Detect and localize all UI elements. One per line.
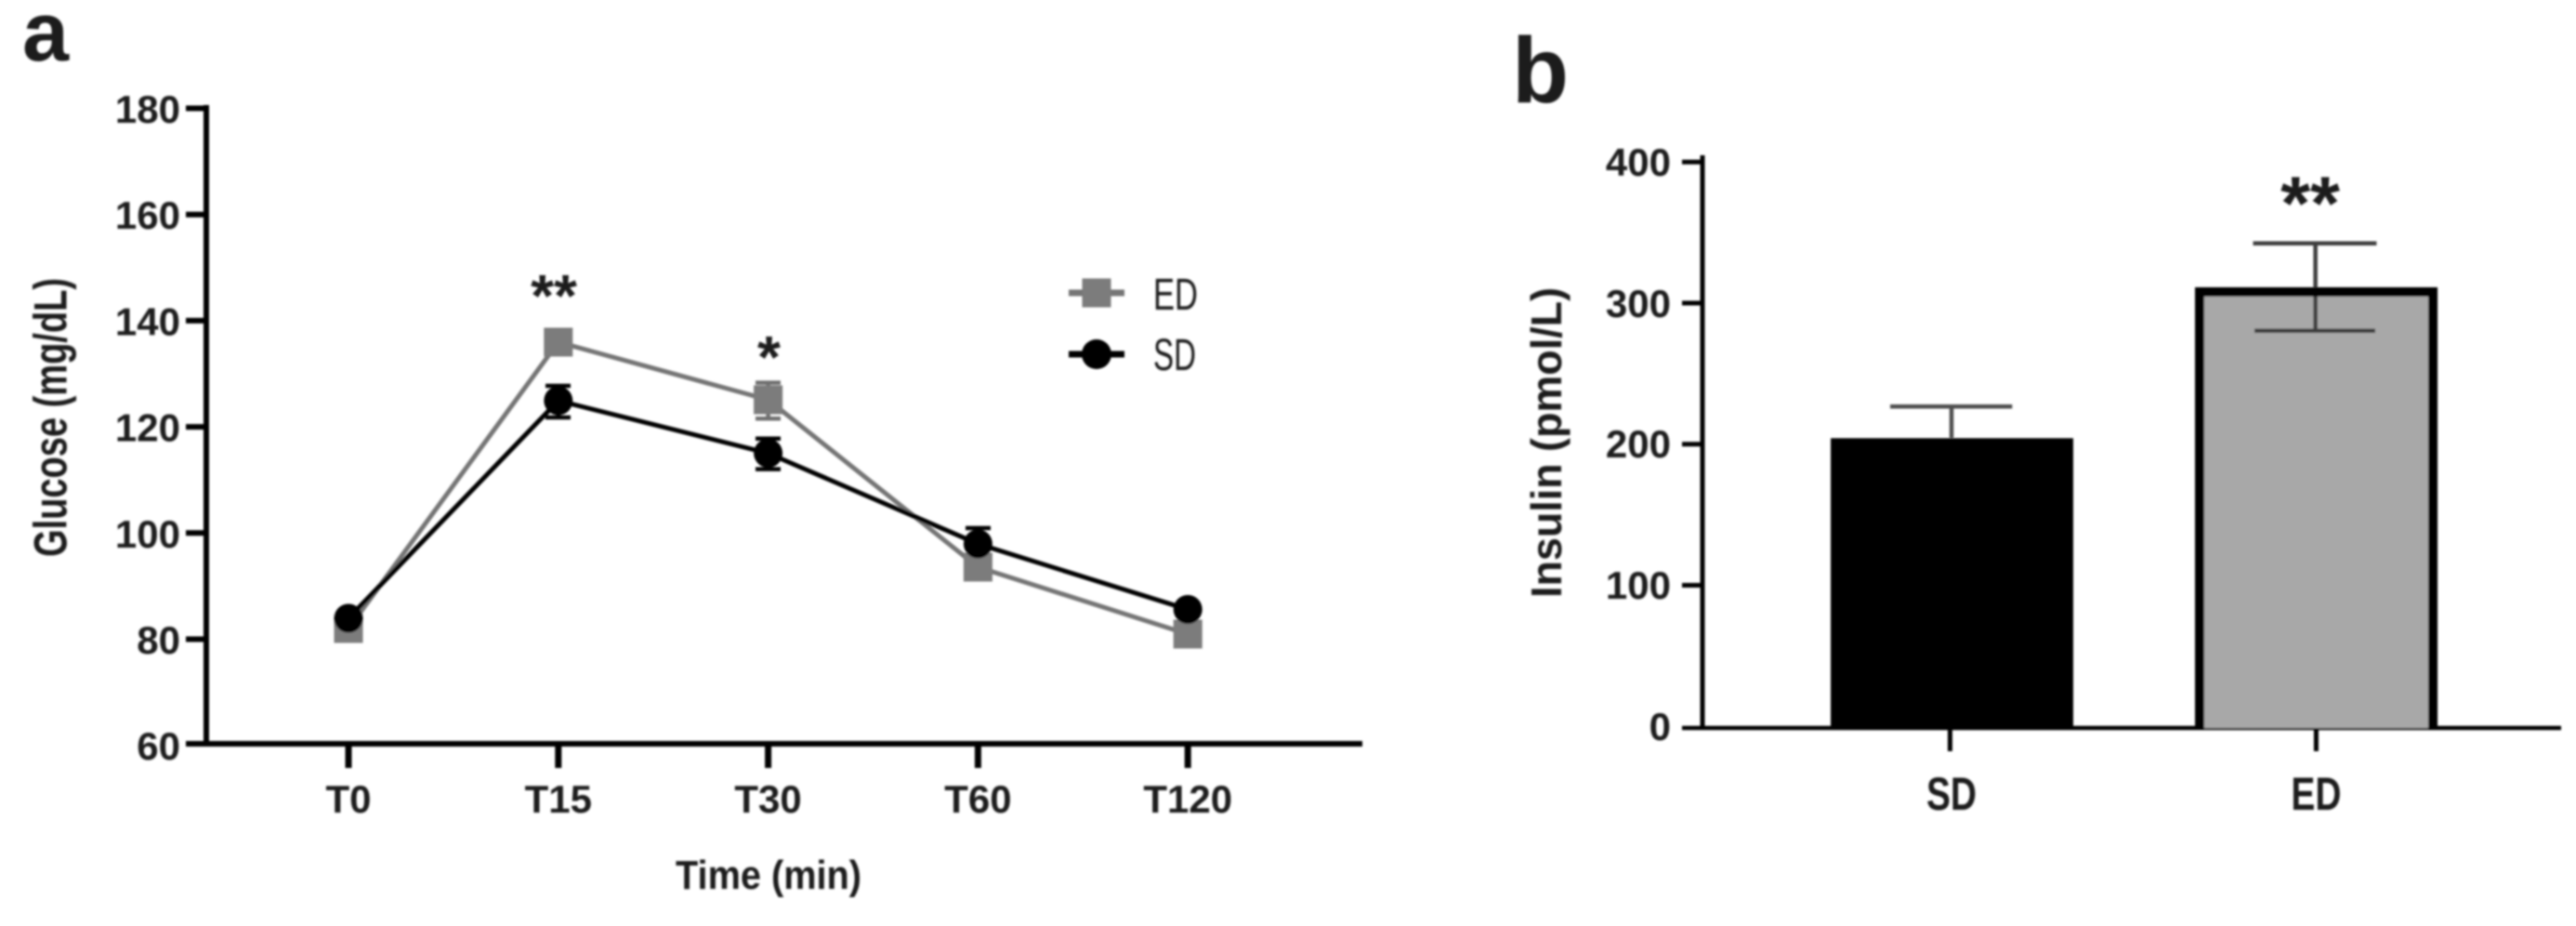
svg-text:*: * bbox=[757, 324, 781, 390]
svg-text:80: 80 bbox=[137, 618, 180, 662]
svg-text:ED: ED bbox=[2291, 768, 2341, 820]
svg-text:T15: T15 bbox=[525, 777, 592, 821]
svg-text:300: 300 bbox=[1606, 282, 1671, 325]
svg-text:200: 200 bbox=[1606, 422, 1671, 466]
svg-text:**: ** bbox=[2280, 162, 2340, 246]
svg-text:SD: SD bbox=[1926, 768, 1977, 820]
svg-text:ED: ED bbox=[1153, 271, 1198, 320]
svg-text:160: 160 bbox=[115, 193, 180, 237]
svg-text:180: 180 bbox=[115, 87, 180, 131]
svg-text:100: 100 bbox=[1606, 563, 1671, 607]
svg-text:b: b bbox=[1512, 19, 1569, 123]
svg-text:Time (min): Time (min) bbox=[676, 853, 861, 898]
svg-text:**: ** bbox=[531, 262, 577, 329]
svg-text:140: 140 bbox=[115, 299, 180, 343]
svg-text:T120: T120 bbox=[1143, 777, 1232, 821]
svg-text:T0: T0 bbox=[325, 777, 371, 821]
svg-text:T60: T60 bbox=[944, 777, 1011, 821]
svg-text:T30: T30 bbox=[734, 777, 801, 821]
svg-text:Insulin (pmol/L): Insulin (pmol/L) bbox=[1522, 287, 1571, 598]
svg-text:a: a bbox=[22, 0, 70, 79]
svg-text:100: 100 bbox=[115, 512, 180, 556]
svg-text:400: 400 bbox=[1606, 140, 1671, 184]
svg-text:60: 60 bbox=[137, 724, 180, 768]
svg-text:Glucose (mg/dL): Glucose (mg/dL) bbox=[25, 278, 77, 557]
svg-text:0: 0 bbox=[1649, 705, 1671, 748]
svg-text:120: 120 bbox=[115, 406, 180, 450]
svg-text:SD: SD bbox=[1153, 331, 1196, 380]
